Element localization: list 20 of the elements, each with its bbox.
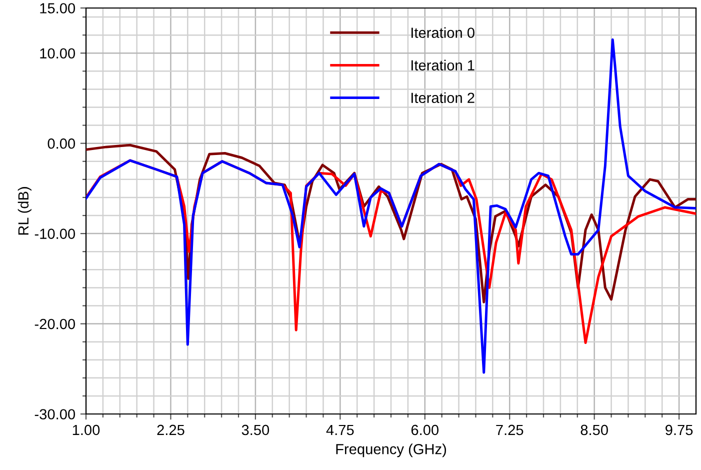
- x-tick-label: 3.50: [242, 424, 270, 436]
- x-tick-label: 8.50: [580, 424, 608, 436]
- y-tick-label: 15.00: [40, 3, 76, 14]
- y-tick-label: -30.00: [34, 409, 76, 420]
- x-axis-title: Frequency (GHz): [336, 444, 446, 458]
- legend-label: Iteration 2: [411, 92, 474, 104]
- y-tick-label: -10.00: [34, 228, 76, 239]
- legend-label: Iteration 0: [411, 27, 474, 38]
- x-tick-label: 6.00: [411, 424, 439, 436]
- x-tick-label: 7.25: [496, 424, 524, 436]
- line-series: [86, 38, 696, 374]
- y-tick-label: -20.00: [34, 318, 76, 330]
- y-axis-title: RL (dB): [18, 187, 32, 235]
- x-tick-label: 4.75: [326, 424, 354, 436]
- x-tick-label: 1.00: [72, 424, 100, 436]
- y-tick-label: 0.00: [48, 138, 76, 149]
- legend-label: Iteration 1: [411, 60, 474, 70]
- y-tick-label: 10.00: [40, 48, 76, 59]
- x-tick-label: 9.75: [666, 424, 693, 436]
- x-tick-label: 2.25: [157, 424, 184, 436]
